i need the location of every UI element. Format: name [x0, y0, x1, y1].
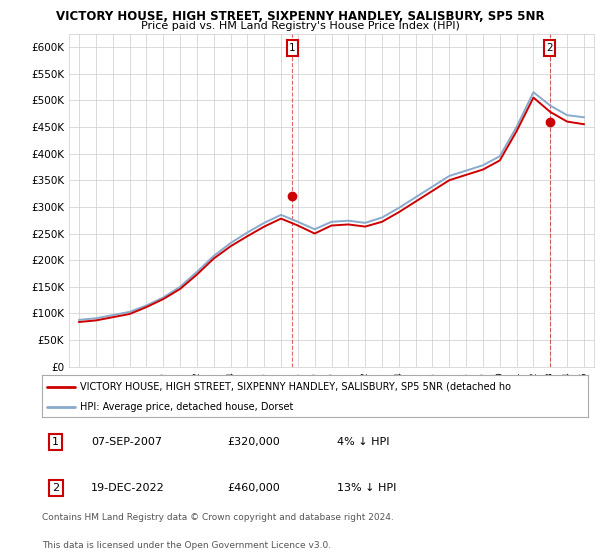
Text: £320,000: £320,000: [227, 437, 280, 447]
Text: VICTORY HOUSE, HIGH STREET, SIXPENNY HANDLEY, SALISBURY, SP5 5NR (detached ho: VICTORY HOUSE, HIGH STREET, SIXPENNY HAN…: [80, 382, 511, 392]
Text: 2: 2: [546, 43, 553, 53]
Text: 19-DEC-2022: 19-DEC-2022: [91, 483, 165, 493]
Text: Price paid vs. HM Land Registry's House Price Index (HPI): Price paid vs. HM Land Registry's House …: [140, 21, 460, 31]
Text: 1: 1: [52, 437, 59, 447]
Text: This data is licensed under the Open Government Licence v3.0.: This data is licensed under the Open Gov…: [42, 541, 331, 550]
Text: 07-SEP-2007: 07-SEP-2007: [91, 437, 162, 447]
Text: HPI: Average price, detached house, Dorset: HPI: Average price, detached house, Dors…: [80, 402, 293, 412]
Text: Contains HM Land Registry data © Crown copyright and database right 2024.: Contains HM Land Registry data © Crown c…: [42, 513, 394, 522]
Text: 13% ↓ HPI: 13% ↓ HPI: [337, 483, 396, 493]
Text: 4% ↓ HPI: 4% ↓ HPI: [337, 437, 389, 447]
Text: 1: 1: [289, 43, 296, 53]
Text: £460,000: £460,000: [227, 483, 280, 493]
Text: VICTORY HOUSE, HIGH STREET, SIXPENNY HANDLEY, SALISBURY, SP5 5NR: VICTORY HOUSE, HIGH STREET, SIXPENNY HAN…: [56, 10, 544, 23]
Text: 2: 2: [52, 483, 59, 493]
